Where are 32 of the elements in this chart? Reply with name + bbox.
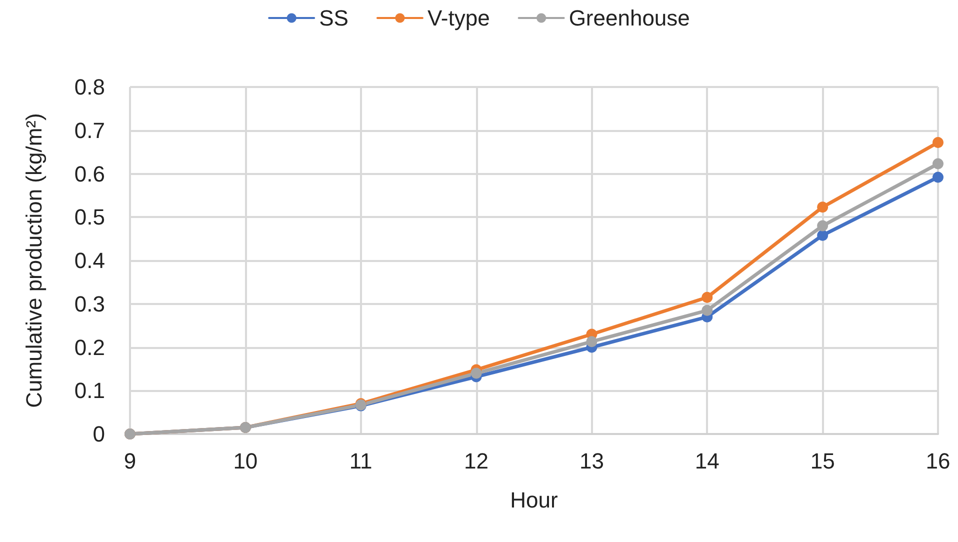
point: [932, 172, 944, 183]
x-tick-label: 12: [464, 448, 489, 474]
y-tick-label: 0.6: [74, 161, 105, 186]
x-tick-label: 13: [579, 448, 604, 474]
x-tick-label: 15: [810, 448, 835, 474]
x-tick-label: 16: [926, 448, 950, 474]
point: [932, 158, 944, 170]
x-tick-label: 14: [694, 448, 720, 474]
y-tick-label: 0.5: [74, 204, 105, 230]
y-tick-label: 0.3: [74, 291, 105, 316]
y-tick-label: 0.8: [74, 74, 105, 100]
point: [932, 137, 944, 148]
y-tick-label: 0: [92, 422, 105, 446]
y-tick-label: 0.2: [74, 334, 105, 360]
x-tick-label: 10: [233, 448, 258, 474]
point: [586, 336, 598, 348]
point: [817, 202, 828, 213]
y-axis-title: Cumulative production (kg/m²): [22, 113, 46, 408]
point: [702, 304, 713, 316]
x-tick-label: 11: [349, 448, 372, 474]
legend-label: Greenhouse: [568, 6, 690, 30]
point: [817, 230, 828, 241]
point: [817, 220, 828, 232]
y-tick-label: 0.1: [74, 378, 105, 404]
point: [470, 368, 482, 379]
x-axis-title: Hour: [510, 488, 558, 512]
y-tick-label: 0.4: [74, 248, 105, 273]
y-tick-label: 0.7: [74, 118, 105, 143]
legend-label: SS: [319, 6, 348, 30]
x-tick-label: 9: [124, 448, 136, 474]
legend-label: V-type: [427, 6, 490, 30]
point: [702, 292, 713, 303]
